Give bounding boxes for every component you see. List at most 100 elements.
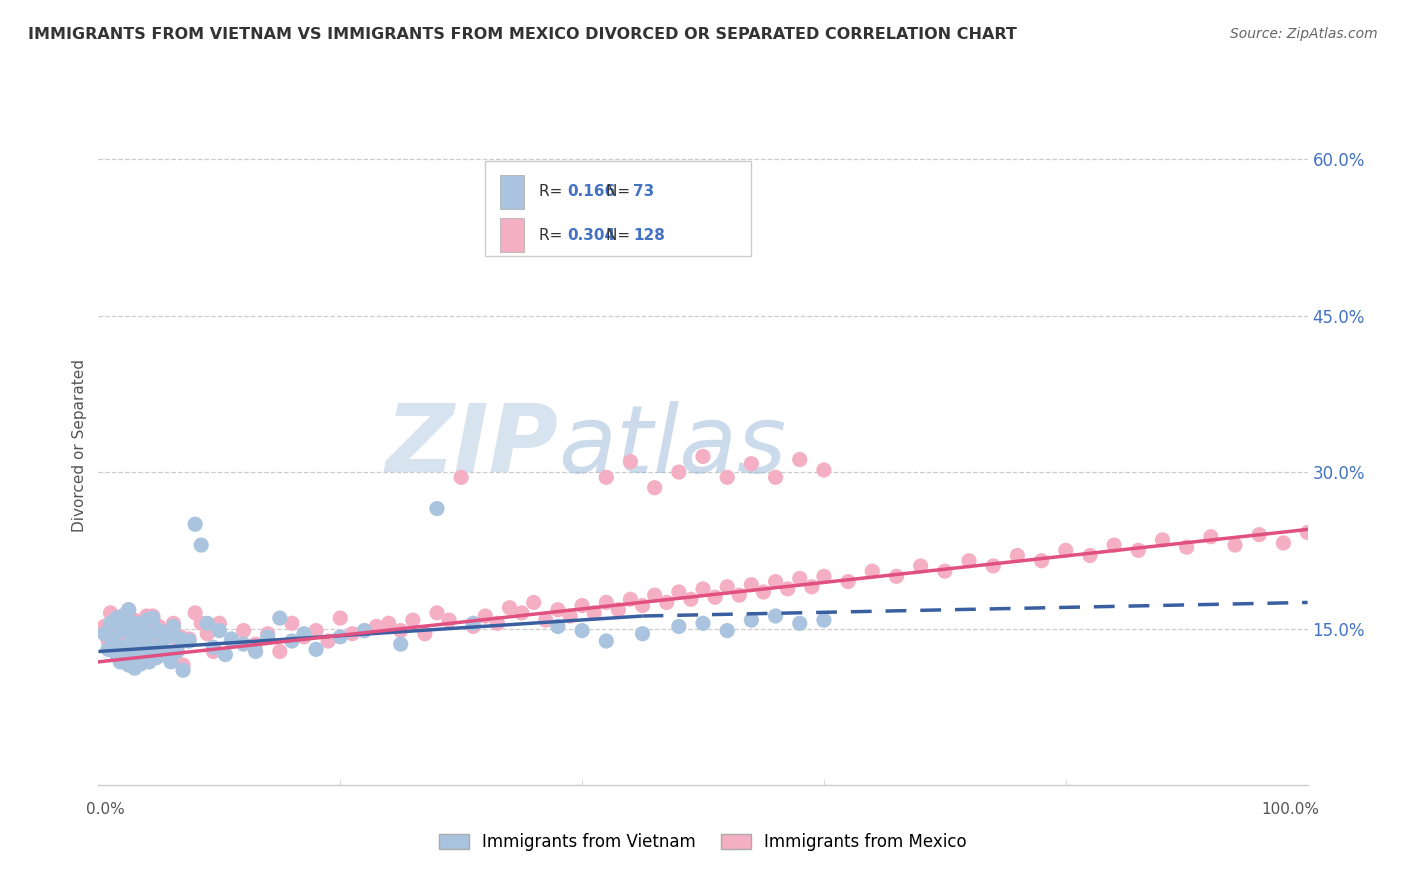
Point: [353, 624, 375, 638]
Point: [813, 569, 835, 583]
Point: [114, 653, 136, 667]
Point: [1054, 543, 1077, 558]
Point: [281, 634, 304, 648]
Point: [668, 619, 690, 633]
Point: [169, 632, 191, 646]
Point: [162, 619, 184, 633]
Text: N=: N=: [606, 227, 636, 243]
Point: [121, 626, 143, 640]
Point: [124, 634, 146, 648]
Point: [1249, 527, 1271, 541]
Point: [157, 626, 180, 640]
Point: [668, 585, 690, 599]
Point: [595, 595, 617, 609]
Point: [153, 648, 176, 662]
Point: [118, 603, 141, 617]
Point: [547, 619, 569, 633]
Point: [728, 588, 751, 602]
Point: [108, 624, 131, 638]
Point: [105, 613, 128, 627]
Point: [281, 616, 304, 631]
Point: [138, 655, 160, 669]
Point: [1031, 554, 1053, 568]
Point: [190, 616, 212, 631]
Point: [910, 558, 932, 573]
Point: [150, 634, 173, 648]
Point: [245, 637, 267, 651]
Text: R=: R=: [538, 184, 567, 199]
Point: [619, 592, 641, 607]
Point: [486, 616, 509, 631]
Point: [190, 538, 212, 552]
Point: [558, 609, 581, 624]
FancyBboxPatch shape: [501, 175, 524, 209]
Point: [93, 619, 115, 633]
Point: [134, 619, 156, 633]
Point: [160, 655, 183, 669]
Point: [111, 637, 134, 651]
Point: [813, 613, 835, 627]
Point: [860, 564, 883, 578]
Point: [134, 624, 156, 638]
Point: [100, 606, 122, 620]
Point: [232, 637, 254, 651]
Point: [135, 613, 157, 627]
Point: [111, 609, 134, 624]
Point: [150, 637, 173, 651]
Point: [129, 657, 152, 671]
Point: [142, 611, 165, 625]
Point: [101, 632, 124, 646]
Point: [450, 470, 472, 484]
Point: [138, 626, 160, 640]
Point: [195, 616, 218, 631]
Point: [789, 452, 811, 467]
Point: [692, 582, 714, 596]
Point: [111, 640, 134, 655]
Point: [134, 648, 156, 662]
Point: [105, 648, 128, 662]
Point: [142, 642, 165, 657]
Legend: Immigrants from Vietnam, Immigrants from Mexico: Immigrants from Vietnam, Immigrants from…: [432, 827, 974, 858]
Point: [129, 655, 152, 669]
Point: [402, 613, 425, 627]
Point: [269, 611, 291, 625]
Point: [463, 619, 485, 633]
Point: [547, 603, 569, 617]
Point: [232, 624, 254, 638]
Point: [583, 606, 606, 620]
Point: [148, 619, 170, 633]
Text: 0.166: 0.166: [568, 184, 616, 199]
Point: [716, 470, 738, 484]
Point: [789, 571, 811, 585]
Point: [93, 626, 115, 640]
Point: [127, 630, 149, 644]
Point: [124, 658, 146, 673]
Y-axis label: Divorced or Separated: Divorced or Separated: [72, 359, 87, 533]
Text: N=: N=: [606, 184, 636, 199]
Point: [692, 616, 714, 631]
Point: [644, 588, 666, 602]
FancyBboxPatch shape: [501, 219, 524, 252]
Point: [118, 637, 141, 651]
Point: [135, 609, 157, 624]
Point: [776, 582, 799, 596]
Point: [789, 616, 811, 631]
Point: [716, 624, 738, 638]
Point: [97, 642, 120, 657]
Point: [498, 600, 520, 615]
Point: [202, 640, 225, 655]
Point: [934, 564, 956, 578]
Point: [571, 599, 593, 613]
Point: [571, 624, 593, 638]
Point: [145, 648, 167, 662]
Point: [114, 616, 136, 631]
Point: [316, 634, 339, 648]
Text: 0.304: 0.304: [568, 227, 616, 243]
Point: [195, 626, 218, 640]
Text: atlas: atlas: [558, 401, 786, 491]
Point: [148, 624, 170, 638]
Point: [679, 592, 702, 607]
Point: [162, 616, 184, 631]
Point: [631, 626, 654, 640]
Point: [305, 624, 328, 638]
